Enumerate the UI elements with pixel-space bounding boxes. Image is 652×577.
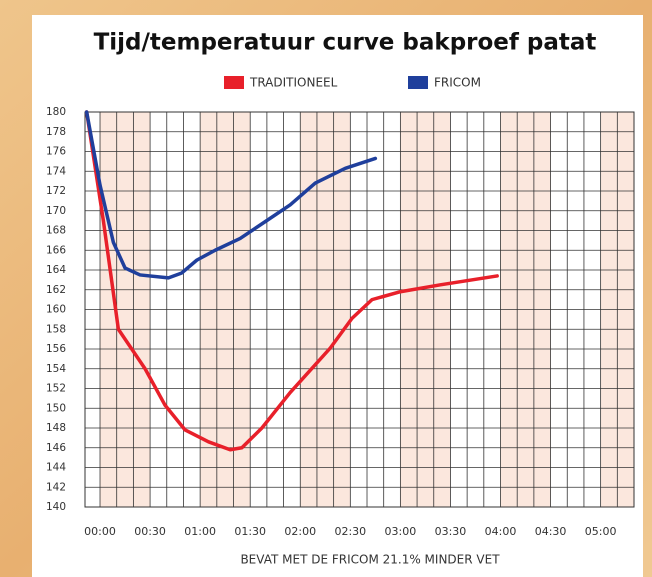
y-tick-label: 160	[46, 304, 66, 316]
x-axis-label: BEVAT MET DE FRICOM 21.1% MINDER VET	[240, 553, 500, 567]
y-tick-label: 168	[46, 225, 66, 237]
legend-swatch	[224, 76, 244, 89]
x-tick-label: 05:00	[585, 525, 617, 538]
y-tick-label: 150	[46, 402, 66, 414]
y-tick-label: 154	[46, 363, 66, 375]
x-tick-label: 03:00	[385, 525, 417, 538]
x-tick-label: 00:00	[84, 525, 116, 538]
y-tick-label: 142	[46, 481, 66, 493]
x-tick-label: 02:30	[334, 525, 366, 538]
x-tick-label: 04:00	[485, 525, 517, 538]
chart-title: Tijd/temperatuur curve bakproef patat	[94, 30, 597, 56]
y-tick-label: 172	[46, 185, 66, 197]
y-tick-label: 158	[46, 323, 66, 335]
y-tick-label: 146	[46, 442, 66, 454]
y-tick-label: 148	[46, 422, 66, 434]
x-tick-label: 02:00	[284, 525, 316, 538]
y-tick-label: 170	[46, 205, 66, 217]
chart: Tijd/temperatuur curve bakproef patat BE…	[0, 0, 652, 577]
x-tick-label: 03:30	[435, 525, 467, 538]
legend-swatch	[408, 76, 428, 89]
y-tick-label: 164	[46, 264, 66, 276]
y-tick-label: 162	[46, 284, 66, 296]
legend-label: TRADITIONEEL	[249, 76, 338, 90]
y-tick-label: 144	[46, 462, 66, 474]
x-tick-label: 00:30	[134, 525, 166, 538]
legend-label: FRICOM	[434, 76, 481, 90]
y-tick-label: 176	[46, 146, 66, 158]
y-tick-label: 178	[46, 126, 66, 138]
x-tick-label: 04:30	[535, 525, 567, 538]
y-tick-label: 156	[46, 343, 66, 355]
x-tick-label: 01:30	[234, 525, 266, 538]
x-tick-label: 01:00	[184, 525, 216, 538]
y-tick-label: 152	[46, 383, 66, 395]
y-tick-label: 166	[46, 244, 66, 256]
y-tick-label: 174	[46, 165, 66, 177]
y-tick-label: 140	[46, 501, 66, 513]
y-tick-label: 180	[46, 106, 66, 118]
